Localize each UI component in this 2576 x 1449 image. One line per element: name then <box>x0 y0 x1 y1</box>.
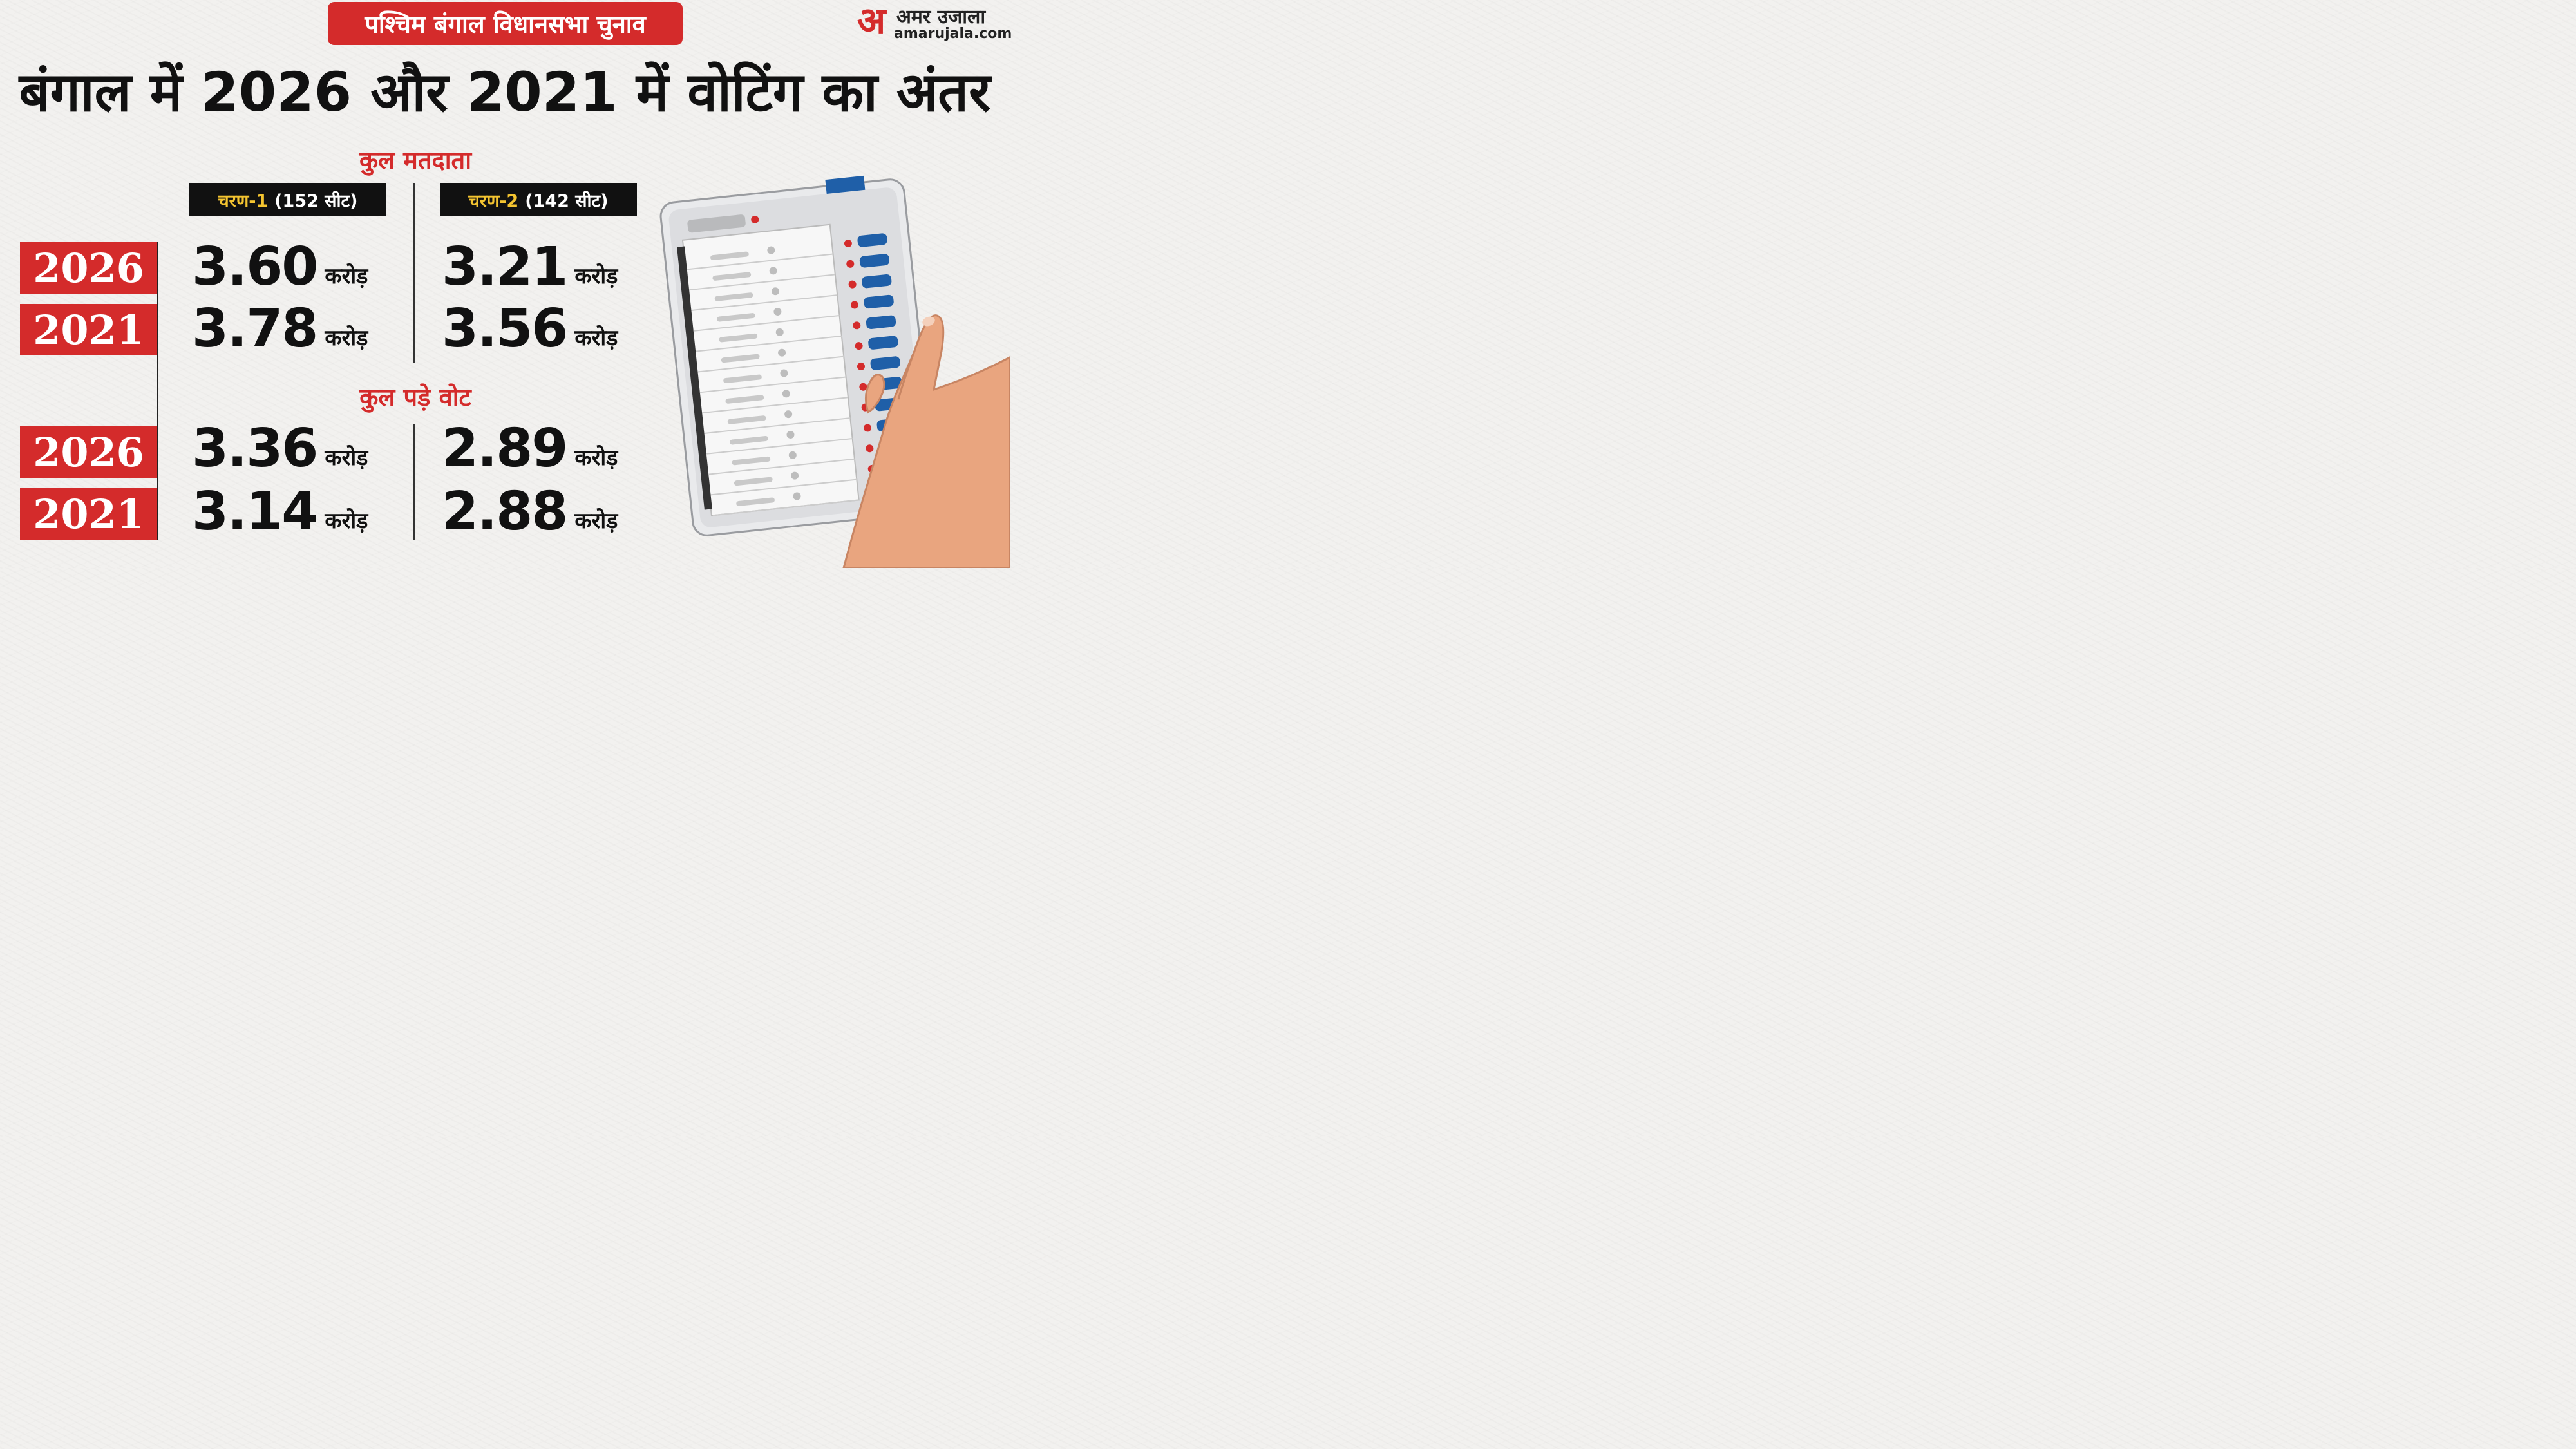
value-number: 3.36 <box>192 418 318 479</box>
election-banner: पश्चिम बंगाल विधानसभा चुनाव <box>328 2 683 45</box>
value-number: 3.21 <box>442 236 568 298</box>
phase-1-seats: (152 सीट) <box>274 191 358 211</box>
value-voters-2026-phase1: 3.60 करोड़ <box>192 236 368 294</box>
value-unit: करोड़ <box>325 445 368 471</box>
phase-divider <box>413 424 415 540</box>
phase-2-seats: (142 सीट) <box>525 191 609 211</box>
phase-2-label: चरण-2 (142 सीट) <box>440 183 637 216</box>
section-title-total-voters: कुल मतदाता <box>359 146 472 175</box>
value-number: 2.89 <box>442 418 568 479</box>
value-votes-2026-phase2: 2.89 करोड़ <box>442 417 618 475</box>
phase-divider <box>413 183 415 363</box>
value-votes-2026-phase1: 3.36 करोड़ <box>192 417 368 475</box>
value-unit: करोड़ <box>325 325 368 351</box>
value-unit: करोड़ <box>574 263 618 289</box>
value-votes-2021-phase2: 2.88 करोड़ <box>442 480 618 538</box>
amar-ujala-logo-icon: अ <box>857 0 886 43</box>
value-unit: करोड़ <box>325 263 368 289</box>
value-voters-2026-phase2: 3.21 करोड़ <box>442 236 618 294</box>
value-number: 3.60 <box>192 236 318 298</box>
year-connector <box>157 242 158 355</box>
value-number: 3.56 <box>442 298 568 359</box>
brand-name: अमर उजाला <box>896 6 986 28</box>
year-badge: 2021 <box>20 304 157 355</box>
year-badge: 2026 <box>20 242 157 294</box>
value-votes-2021-phase1: 3.14 करोड़ <box>192 480 368 538</box>
value-voters-2021-phase1: 3.78 करोड़ <box>192 298 368 355</box>
value-unit: करोड़ <box>325 508 368 534</box>
phase-1-name: चरण-1 <box>218 191 269 211</box>
brand-url: amarujala.com <box>894 26 1012 42</box>
value-number: 2.88 <box>442 481 568 542</box>
phase-2-name: चरण-2 <box>468 191 519 211</box>
year-badge: 2021 <box>20 488 157 540</box>
value-unit: करोड़ <box>574 445 618 471</box>
section-title-votes-cast: कुल पड़े वोट <box>359 383 471 412</box>
year-connector <box>157 355 158 540</box>
value-unit: करोड़ <box>574 325 618 351</box>
year-badge: 2026 <box>20 426 157 478</box>
phase-1-label: चरण-1 (152 सीट) <box>189 183 386 216</box>
value-unit: करोड़ <box>574 508 618 534</box>
page-title: बंगाल में 2026 और 2021 में वोटिंग का अंत… <box>19 61 991 124</box>
value-number: 3.78 <box>192 298 318 359</box>
value-voters-2021-phase2: 3.56 करोड़ <box>442 298 618 355</box>
value-number: 3.14 <box>192 481 318 542</box>
evm-voting-machine-with-finger-icon <box>659 175 1010 568</box>
